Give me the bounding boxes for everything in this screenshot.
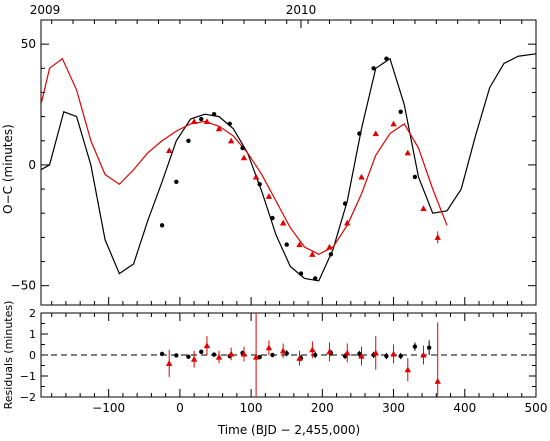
red-residual-point bbox=[344, 349, 351, 356]
black-oc-point bbox=[371, 66, 376, 71]
red-model-curve bbox=[41, 57, 448, 255]
x-tick-label: 300 bbox=[382, 401, 405, 415]
res-y-tick-label: −2 bbox=[20, 391, 36, 404]
oc-panel: 2009 2010 −50 0 50 bbox=[11, 3, 537, 306]
red-oc-point bbox=[265, 193, 273, 199]
x-tick-label: 0 bbox=[176, 401, 184, 415]
red-residual-point bbox=[203, 342, 211, 349]
x-tick-label: −100 bbox=[92, 401, 125, 415]
red-residual-point bbox=[227, 350, 235, 357]
red-residual-point bbox=[372, 349, 379, 356]
red-residual-point bbox=[420, 351, 427, 358]
black-oc-point bbox=[270, 215, 275, 221]
black-oc-point bbox=[186, 138, 191, 143]
red-oc-point bbox=[390, 120, 397, 127]
black-oc-point bbox=[412, 174, 418, 180]
red-oc-point bbox=[279, 219, 287, 226]
black-oc-point bbox=[357, 131, 362, 136]
black-residual-point bbox=[211, 352, 217, 357]
red-oc-point bbox=[326, 243, 333, 250]
x-tick-label: 100 bbox=[240, 401, 263, 415]
red-residual-point bbox=[358, 352, 365, 359]
red-oc-point bbox=[166, 147, 173, 153]
black-oc-point bbox=[328, 252, 334, 257]
red-oc-point bbox=[358, 173, 365, 180]
red-oc-point bbox=[240, 154, 248, 161]
x-tick-label: 500 bbox=[525, 401, 548, 415]
top-axis-label-2010: 2010 bbox=[286, 3, 317, 17]
black-oc-point bbox=[159, 223, 165, 228]
black-residual-point bbox=[159, 351, 165, 357]
black-residual-point bbox=[313, 352, 318, 358]
black-oc-point bbox=[384, 56, 389, 61]
black-oc-point bbox=[257, 182, 262, 187]
black-oc-point bbox=[342, 201, 348, 206]
red-oc-point bbox=[215, 125, 223, 132]
red-oc-point bbox=[227, 137, 235, 144]
black-oc-point bbox=[298, 271, 304, 276]
red-oc-point bbox=[372, 130, 379, 137]
black-oc-point bbox=[211, 111, 217, 117]
black-residual-point bbox=[398, 353, 403, 359]
red-residual-point bbox=[296, 354, 303, 361]
red-oc-point bbox=[190, 118, 198, 125]
oc-y-axis-label: O−C (minutes) bbox=[1, 124, 15, 214]
red-residual-point bbox=[390, 350, 397, 357]
red-residual-point bbox=[404, 366, 411, 373]
res-y-tick-label: 2 bbox=[29, 307, 36, 320]
red-oc-point bbox=[252, 173, 260, 180]
red-residual-point bbox=[240, 350, 248, 357]
red-oc-point bbox=[344, 219, 351, 226]
red-residual-point bbox=[309, 346, 316, 353]
black-oc-point bbox=[199, 116, 204, 122]
black-residual-point bbox=[199, 349, 204, 355]
red-residual-point bbox=[265, 344, 273, 351]
black-residual-point bbox=[270, 352, 275, 358]
res-y-tick-label: 1 bbox=[29, 328, 36, 341]
black-model-curve bbox=[41, 53, 536, 282]
red-oc-point bbox=[203, 118, 211, 125]
black-oc-point bbox=[227, 121, 232, 127]
red-residual-point bbox=[166, 360, 173, 366]
red-residual-point bbox=[190, 356, 198, 362]
red-oc-point bbox=[309, 251, 316, 257]
black-residual-point bbox=[257, 354, 262, 360]
x-tick-label: 200 bbox=[311, 401, 334, 415]
red-oc-point bbox=[434, 234, 441, 240]
red-residual-point bbox=[252, 353, 260, 360]
oc-y-tick-label: −50 bbox=[11, 279, 36, 293]
black-residual-point bbox=[174, 353, 179, 358]
red-oc-point bbox=[296, 241, 303, 248]
black-residual-point bbox=[384, 353, 389, 359]
red-residual-point bbox=[434, 378, 441, 384]
black-residual-point bbox=[186, 354, 191, 359]
res-y-tick-label: 0 bbox=[29, 349, 36, 362]
black-oc-point bbox=[284, 242, 289, 247]
oc-panel-frame bbox=[40, 19, 537, 306]
black-oc-point bbox=[313, 276, 318, 281]
residual-panel: −100 0 100 200 300 400 500 −2 −1 0 1 2 bbox=[20, 307, 548, 415]
black-residual-point bbox=[412, 344, 418, 349]
red-oc-point bbox=[404, 149, 411, 156]
black-residual-point bbox=[426, 345, 432, 350]
red-residual-point bbox=[326, 348, 333, 355]
x-tick-label: 400 bbox=[453, 401, 476, 415]
black-oc-point bbox=[174, 179, 179, 185]
top-axis-label-2009: 2009 bbox=[30, 3, 61, 17]
red-residual-point bbox=[215, 353, 223, 360]
x-axis-label: Time (BJD − 2,455,000) bbox=[217, 423, 360, 437]
residual-y-axis-label: Residuals (minutes) bbox=[2, 301, 15, 410]
res-y-tick-label: −1 bbox=[20, 370, 36, 383]
oc-y-tick-label: 50 bbox=[21, 37, 36, 51]
black-oc-point bbox=[240, 145, 245, 151]
black-oc-point bbox=[398, 109, 403, 114]
red-oc-point bbox=[420, 205, 427, 211]
red-residual-point bbox=[279, 347, 287, 354]
oc-y-tick-label: 0 bbox=[28, 158, 36, 172]
